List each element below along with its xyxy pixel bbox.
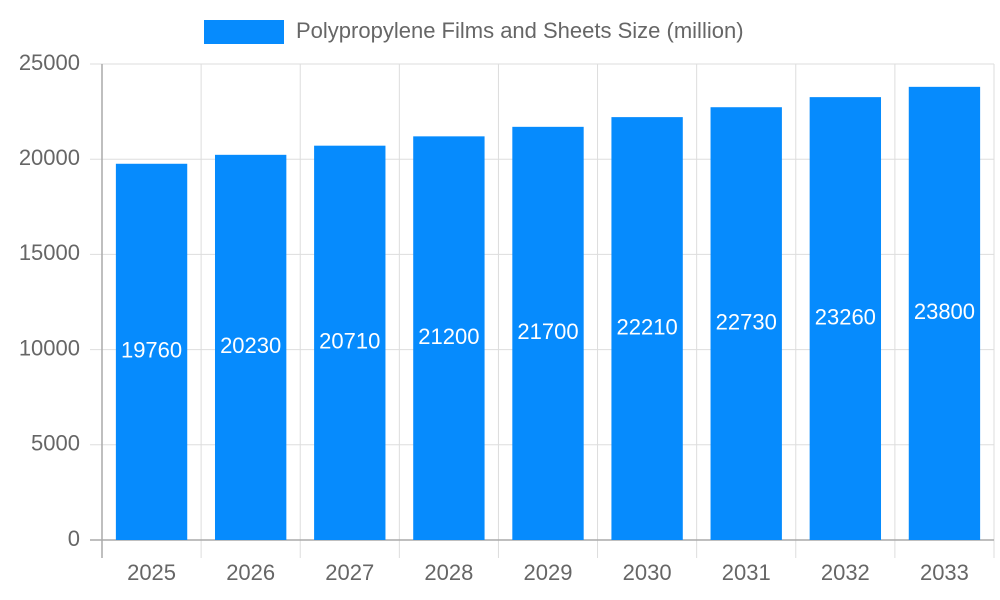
bar	[809, 97, 882, 540]
x-tick-label: 2028	[424, 560, 473, 585]
x-tick-label: 2027	[325, 560, 374, 585]
data-label: 21200	[418, 324, 479, 349]
data-label: 19760	[121, 338, 182, 363]
bar	[413, 136, 485, 541]
data-label: 22730	[716, 309, 777, 334]
x-tick-label: 2025	[127, 560, 176, 585]
y-tick-label: 25000	[19, 50, 80, 75]
y-tick-label: 0	[68, 526, 80, 551]
x-tick-label: 2026	[226, 560, 275, 585]
legend-label[interactable]: Polypropylene Films and Sheets Size (mil…	[296, 18, 744, 43]
bar	[710, 107, 782, 541]
y-tick-label: 20000	[19, 145, 80, 170]
legend-swatch[interactable]	[204, 20, 284, 44]
bar	[512, 126, 584, 540]
y-tick-label: 10000	[19, 335, 80, 360]
y-tick-label: 15000	[19, 240, 80, 265]
x-tick-label: 2033	[920, 560, 969, 585]
bar	[611, 117, 683, 541]
data-label: 23800	[914, 299, 975, 324]
bar	[314, 145, 386, 541]
x-tick-label: 2029	[524, 560, 573, 585]
x-tick-label: 2030	[623, 560, 672, 585]
data-label: 21700	[517, 319, 578, 344]
bar	[908, 86, 981, 541]
data-label: 20230	[220, 333, 281, 358]
data-label: 20710	[319, 329, 380, 354]
x-tick-label: 2032	[821, 560, 870, 585]
bar	[115, 163, 188, 541]
x-tick-label: 2031	[722, 560, 771, 585]
data-label: 23260	[815, 304, 876, 329]
data-label: 22210	[617, 314, 678, 339]
bar	[214, 154, 287, 540]
y-tick-label: 5000	[31, 431, 80, 456]
